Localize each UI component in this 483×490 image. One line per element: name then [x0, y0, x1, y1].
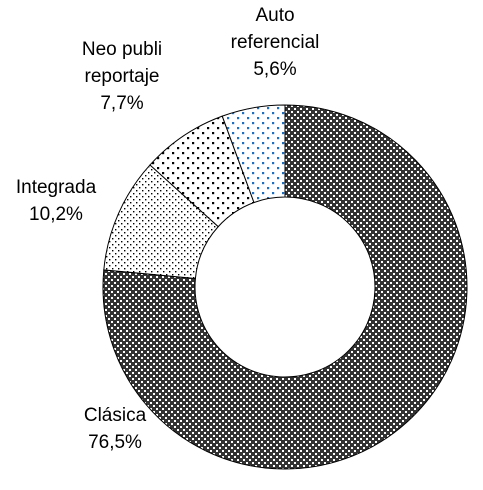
- donut-slice: [221, 104, 286, 204]
- slice-label: Auto referencial 5,6%: [225, 2, 325, 83]
- category-label: Auto referencial: [230, 5, 320, 53]
- value-label: 5,6%: [253, 59, 297, 80]
- value-label: 76,5%: [88, 432, 142, 453]
- donut-slice: [102, 104, 468, 470]
- value-label: 7,7%: [100, 93, 144, 114]
- category-label: Integrada: [15, 177, 97, 198]
- category-label: Clásica: [83, 405, 147, 426]
- slice-label: Clásica 76,5%: [84, 402, 146, 456]
- slice-label: Integrada 10,2%: [16, 174, 96, 228]
- slice-label: Neo publi reportaje 7,7%: [72, 36, 172, 117]
- value-label: 10,2%: [29, 204, 83, 225]
- category-label: Neo publi reportaje: [81, 39, 163, 87]
